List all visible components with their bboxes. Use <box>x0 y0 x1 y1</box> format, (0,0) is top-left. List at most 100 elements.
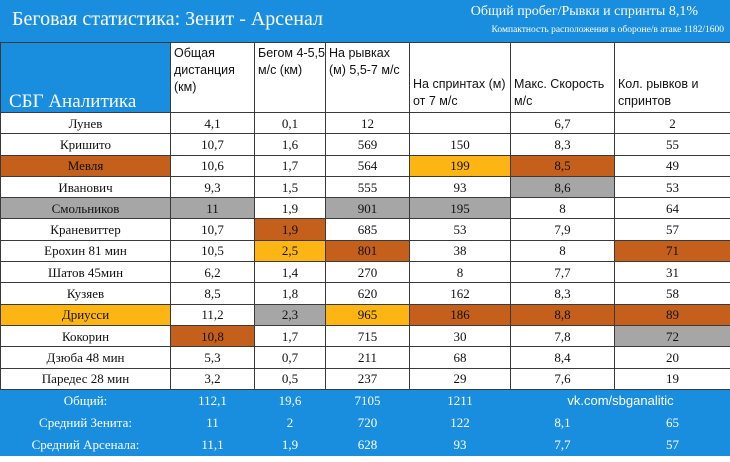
cell-sprint: 68 <box>409 346 511 369</box>
cell-run: 1,5 <box>254 175 326 199</box>
summary-dash: 7105 <box>325 388 410 412</box>
cell-run: 0,5 <box>254 367 326 390</box>
cell-dash: 620 <box>325 282 410 305</box>
cell-max: 8,3 <box>510 133 615 156</box>
player-name: Иванович <box>0 175 171 199</box>
cell-max: 7,9 <box>510 218 615 241</box>
player-name: Кокорин <box>0 324 171 348</box>
vk-link[interactable]: vk.com/sbganalitic <box>510 388 730 412</box>
stats-table: СБГ Аналитика Общая дистанция (км) Бегом… <box>0 42 730 456</box>
cell-sprint: 186 <box>409 303 511 326</box>
cell-dash: 564 <box>325 154 410 177</box>
player-name: Кришито <box>0 133 171 156</box>
cell-count: 19 <box>614 367 730 390</box>
cell-total: 3,2 <box>170 367 255 390</box>
summary-label: Общий: <box>0 388 171 412</box>
cell-dash: 569 <box>325 133 410 156</box>
summary-total: 11,1 <box>170 432 255 456</box>
cell-count: 2 <box>614 111 730 135</box>
col-header-max: Макс. Скорость м/с <box>510 42 615 113</box>
summary-run: 19,6 <box>254 388 326 412</box>
summary-row-arsenal: Средний Арсенала: 11,1 1,9 628 93 7,7 57 <box>0 432 730 456</box>
cell-count: 57 <box>614 218 730 241</box>
cell-sprint: 38 <box>409 239 511 263</box>
summary-max: 7,7 <box>510 432 615 456</box>
cell-run: 1,8 <box>254 282 326 305</box>
cell-run: 0,7 <box>254 346 326 369</box>
cell-sprint: 30 <box>409 324 511 348</box>
cell-max: 8,6 <box>510 175 615 199</box>
table-row: Краневиттер 10,7 1,9 685 53 7,9 57 <box>0 218 730 241</box>
cell-count: 89 <box>614 303 730 326</box>
compactness-line: Компактность расположения в обороне/в ат… <box>491 25 724 35</box>
summary-label: Средний Арсенала: <box>0 432 171 456</box>
table-row: Паредес 28 мин 3,2 0,5 237 29 7,6 19 <box>0 367 730 390</box>
cell-count: 71 <box>614 239 730 263</box>
cell-dash: 801 <box>325 239 410 263</box>
cell-sprint: 93 <box>409 175 511 199</box>
summary-dash: 628 <box>325 432 410 456</box>
table-row: Дриусси 11,2 2,3 965 186 8,8 89 <box>0 303 730 326</box>
table-row: Кокорин 10,8 1,7 715 30 7,8 72 <box>0 324 730 348</box>
cell-count: 64 <box>614 197 730 220</box>
cell-max: 8,4 <box>510 346 615 369</box>
cell-total: 10,8 <box>170 324 255 348</box>
cell-total: 9,3 <box>170 175 255 199</box>
cell-max: 7,8 <box>510 324 615 348</box>
cell-max: 8 <box>510 197 615 220</box>
player-name: Кузяев <box>0 282 171 305</box>
summary-total: 11 <box>170 410 255 434</box>
cell-run: 1,7 <box>254 324 326 348</box>
cell-count: 20 <box>614 346 730 369</box>
cell-total: 11 <box>170 197 255 220</box>
cell-max: 7,6 <box>510 367 615 390</box>
cell-run: 0,1 <box>254 111 326 135</box>
cell-total: 10,6 <box>170 154 255 177</box>
cell-dash: 715 <box>325 324 410 348</box>
cell-dash: 237 <box>325 367 410 390</box>
player-name: Дзюба 48 мин <box>0 346 171 369</box>
summary-count: 57 <box>614 432 730 456</box>
table-row: Смольников 11 1,9 901 195 8 64 <box>0 197 730 220</box>
cell-total: 11,2 <box>170 303 255 326</box>
cell-dash: 685 <box>325 218 410 241</box>
cell-max: 8,8 <box>510 303 615 326</box>
cell-count: 72 <box>614 324 730 348</box>
cell-dash: 555 <box>325 175 410 199</box>
cell-sprint: 150 <box>409 133 511 156</box>
player-name: Шатов 45мин <box>0 261 171 284</box>
cell-run: 1,4 <box>254 261 326 284</box>
table-row: Шатов 45мин 6,2 1,4 270 8 7,7 31 <box>0 261 730 284</box>
cell-run: 1,7 <box>254 154 326 177</box>
table-row: Лунев 4,1 0,1 12 6,7 2 <box>0 111 730 135</box>
col-header-count: Кол. рывков и спринтов <box>614 42 730 113</box>
summary-sprint: 122 <box>409 410 511 434</box>
cell-total: 10,7 <box>170 133 255 156</box>
table-row: Ерохин 81 мин 10,5 2,5 801 38 8 71 <box>0 239 730 263</box>
cell-max: 7,7 <box>510 261 615 284</box>
cell-max: 8 <box>510 239 615 263</box>
header-row: СБГ Аналитика Общая дистанция (км) Бегом… <box>0 42 730 113</box>
cell-sprint: 199 <box>409 154 511 177</box>
cell-sprint: 29 <box>409 367 511 390</box>
player-name: Паредес 28 мин <box>0 367 171 390</box>
cell-max: 8,5 <box>510 154 615 177</box>
player-name: Ерохин 81 мин <box>0 239 171 263</box>
summary-total: 112,1 <box>170 388 255 412</box>
cell-sprint: 162 <box>409 282 511 305</box>
col-header-run: Бегом 4-5,5 м/с (км) <box>254 42 326 113</box>
table-row: Мевля 10,6 1,7 564 199 8,5 49 <box>0 154 730 177</box>
summary-sprint: 1211 <box>409 388 511 412</box>
summary-row-zenit: Средний Зенита: 11 2 720 122 8,1 65 <box>0 410 730 434</box>
player-name: Дриусси <box>0 303 171 326</box>
player-name: Лунев <box>0 111 171 135</box>
cell-total: 10,7 <box>170 218 255 241</box>
cell-run: 1,9 <box>254 218 326 241</box>
brand-label: СБГ Аналитика <box>0 42 171 113</box>
cell-total: 6,2 <box>170 261 255 284</box>
col-header-dash: На рывках (м) 5,5-7 м/с <box>325 42 410 113</box>
cell-sprint <box>409 111 511 135</box>
cell-total: 5,3 <box>170 346 255 369</box>
cell-sprint: 8 <box>409 261 511 284</box>
summary-max: 8,1 <box>510 410 615 434</box>
